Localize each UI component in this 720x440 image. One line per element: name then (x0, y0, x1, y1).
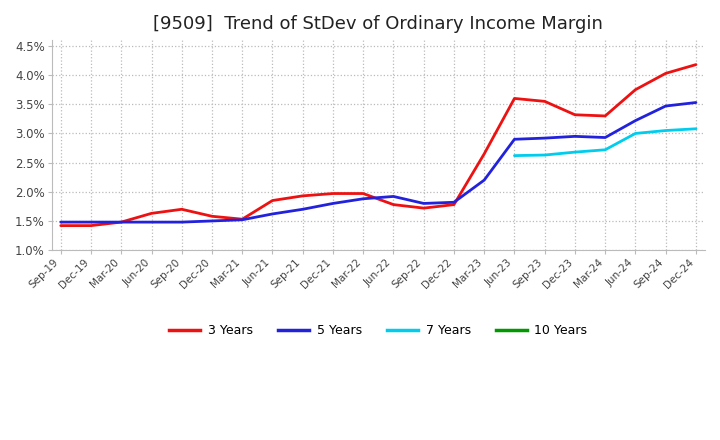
5 Years (117, 220, 125, 225)
5 Years (541, 136, 549, 141)
3 Years (631, 87, 640, 92)
3 Years (601, 114, 610, 119)
3 Years (298, 193, 307, 198)
3 Years (450, 202, 459, 207)
5 Years (450, 200, 459, 205)
5 Years (631, 118, 640, 123)
5 Years (389, 194, 397, 199)
5 Years (571, 134, 580, 139)
5 Years (238, 217, 246, 222)
Line: 5 Years: 5 Years (60, 103, 696, 222)
3 Years (328, 191, 337, 196)
3 Years (692, 62, 701, 67)
3 Years (147, 211, 156, 216)
7 Years (510, 153, 519, 158)
5 Years (328, 201, 337, 206)
7 Years (601, 147, 610, 152)
7 Years (662, 128, 670, 133)
3 Years (480, 151, 489, 157)
7 Years (541, 152, 549, 158)
5 Years (480, 177, 489, 183)
5 Years (359, 196, 367, 202)
7 Years (571, 150, 580, 155)
5 Years (268, 211, 276, 216)
5 Years (147, 220, 156, 225)
7 Years (692, 126, 701, 132)
3 Years (268, 198, 276, 203)
3 Years (389, 202, 397, 207)
3 Years (541, 99, 549, 104)
5 Years (86, 220, 95, 225)
5 Years (662, 103, 670, 109)
5 Years (177, 220, 186, 225)
3 Years (359, 191, 367, 196)
7 Years (631, 131, 640, 136)
5 Years (419, 201, 428, 206)
3 Years (238, 216, 246, 222)
3 Years (419, 205, 428, 211)
Legend: 3 Years, 5 Years, 7 Years, 10 Years: 3 Years, 5 Years, 7 Years, 10 Years (164, 319, 593, 342)
Line: 3 Years: 3 Years (60, 65, 696, 226)
5 Years (510, 137, 519, 142)
Line: 7 Years: 7 Years (515, 129, 696, 156)
5 Years (601, 135, 610, 140)
5 Years (298, 207, 307, 212)
5 Years (207, 218, 216, 224)
3 Years (662, 71, 670, 76)
3 Years (207, 214, 216, 219)
3 Years (117, 220, 125, 225)
3 Years (177, 207, 186, 212)
5 Years (692, 100, 701, 105)
3 Years (510, 96, 519, 101)
Title: [9509]  Trend of StDev of Ordinary Income Margin: [9509] Trend of StDev of Ordinary Income… (153, 15, 603, 33)
5 Years (56, 220, 65, 225)
3 Years (571, 112, 580, 117)
3 Years (56, 223, 65, 228)
3 Years (86, 223, 95, 228)
